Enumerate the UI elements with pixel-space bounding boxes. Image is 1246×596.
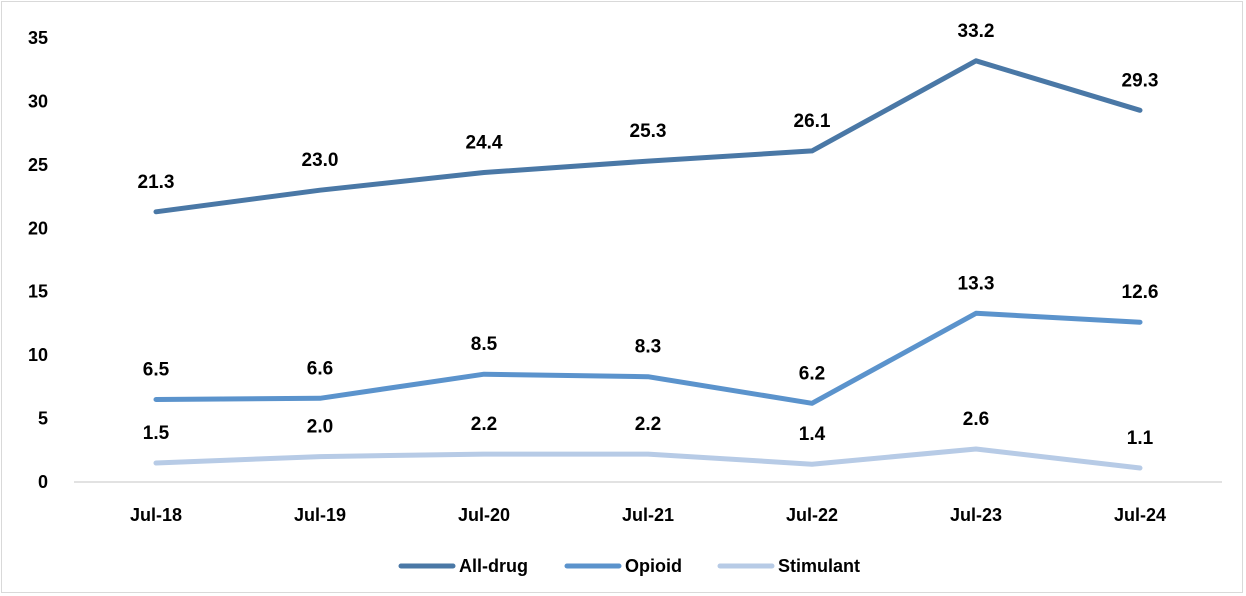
x-tick-label: Jul-20 xyxy=(458,505,510,525)
data-label: 1.5 xyxy=(143,423,170,444)
data-label: 1.1 xyxy=(1127,428,1154,449)
legend-label-all-drug: All-drug xyxy=(459,556,528,576)
series-line-all-drug xyxy=(153,58,1143,215)
data-label: 33.2 xyxy=(958,21,995,42)
data-label: 2.0 xyxy=(307,417,333,438)
y-tick-label: 10 xyxy=(28,345,48,365)
data-label: 2.2 xyxy=(635,414,661,435)
series-line-opioid xyxy=(153,310,1143,406)
data-label: 2.6 xyxy=(963,409,989,430)
x-tick-label: Jul-18 xyxy=(130,505,182,525)
x-tick-label: Jul-23 xyxy=(950,505,1002,525)
y-tick-label: 5 xyxy=(38,409,48,429)
data-label: 25.3 xyxy=(630,121,667,142)
data-label: 12.6 xyxy=(1122,282,1159,303)
x-tick-label: Jul-22 xyxy=(786,505,838,525)
data-label: 21.3 xyxy=(138,172,175,193)
y-tick-label: 35 xyxy=(28,28,48,48)
data-label: 6.5 xyxy=(143,360,170,381)
data-label: 26.1 xyxy=(794,111,831,132)
data-label: 6.2 xyxy=(799,363,825,384)
data-label: 24.4 xyxy=(466,132,503,153)
legend-label-stimulant: Stimulant xyxy=(778,556,860,576)
y-tick-label: 30 xyxy=(28,91,48,111)
data-label: 23.0 xyxy=(302,150,339,171)
data-label: 1.4 xyxy=(799,424,826,445)
data-label: 8.5 xyxy=(471,334,498,355)
y-tick-label: 25 xyxy=(28,155,48,175)
x-tick-label: Jul-24 xyxy=(1114,505,1166,525)
data-label: 13.3 xyxy=(958,273,995,294)
data-label: 6.6 xyxy=(307,358,333,379)
x-tick-label: Jul-21 xyxy=(622,505,674,525)
y-tick-label: 0 xyxy=(38,472,48,492)
x-tick-label: Jul-19 xyxy=(294,505,346,525)
y-tick-label: 20 xyxy=(28,218,48,238)
legend-label-opioid: Opioid xyxy=(625,556,682,576)
data-label: 29.3 xyxy=(1122,70,1159,91)
y-tick-label: 15 xyxy=(28,282,48,302)
data-label: 8.3 xyxy=(635,337,661,358)
data-label: 2.2 xyxy=(471,414,497,435)
series-line-stimulant xyxy=(153,446,1143,471)
